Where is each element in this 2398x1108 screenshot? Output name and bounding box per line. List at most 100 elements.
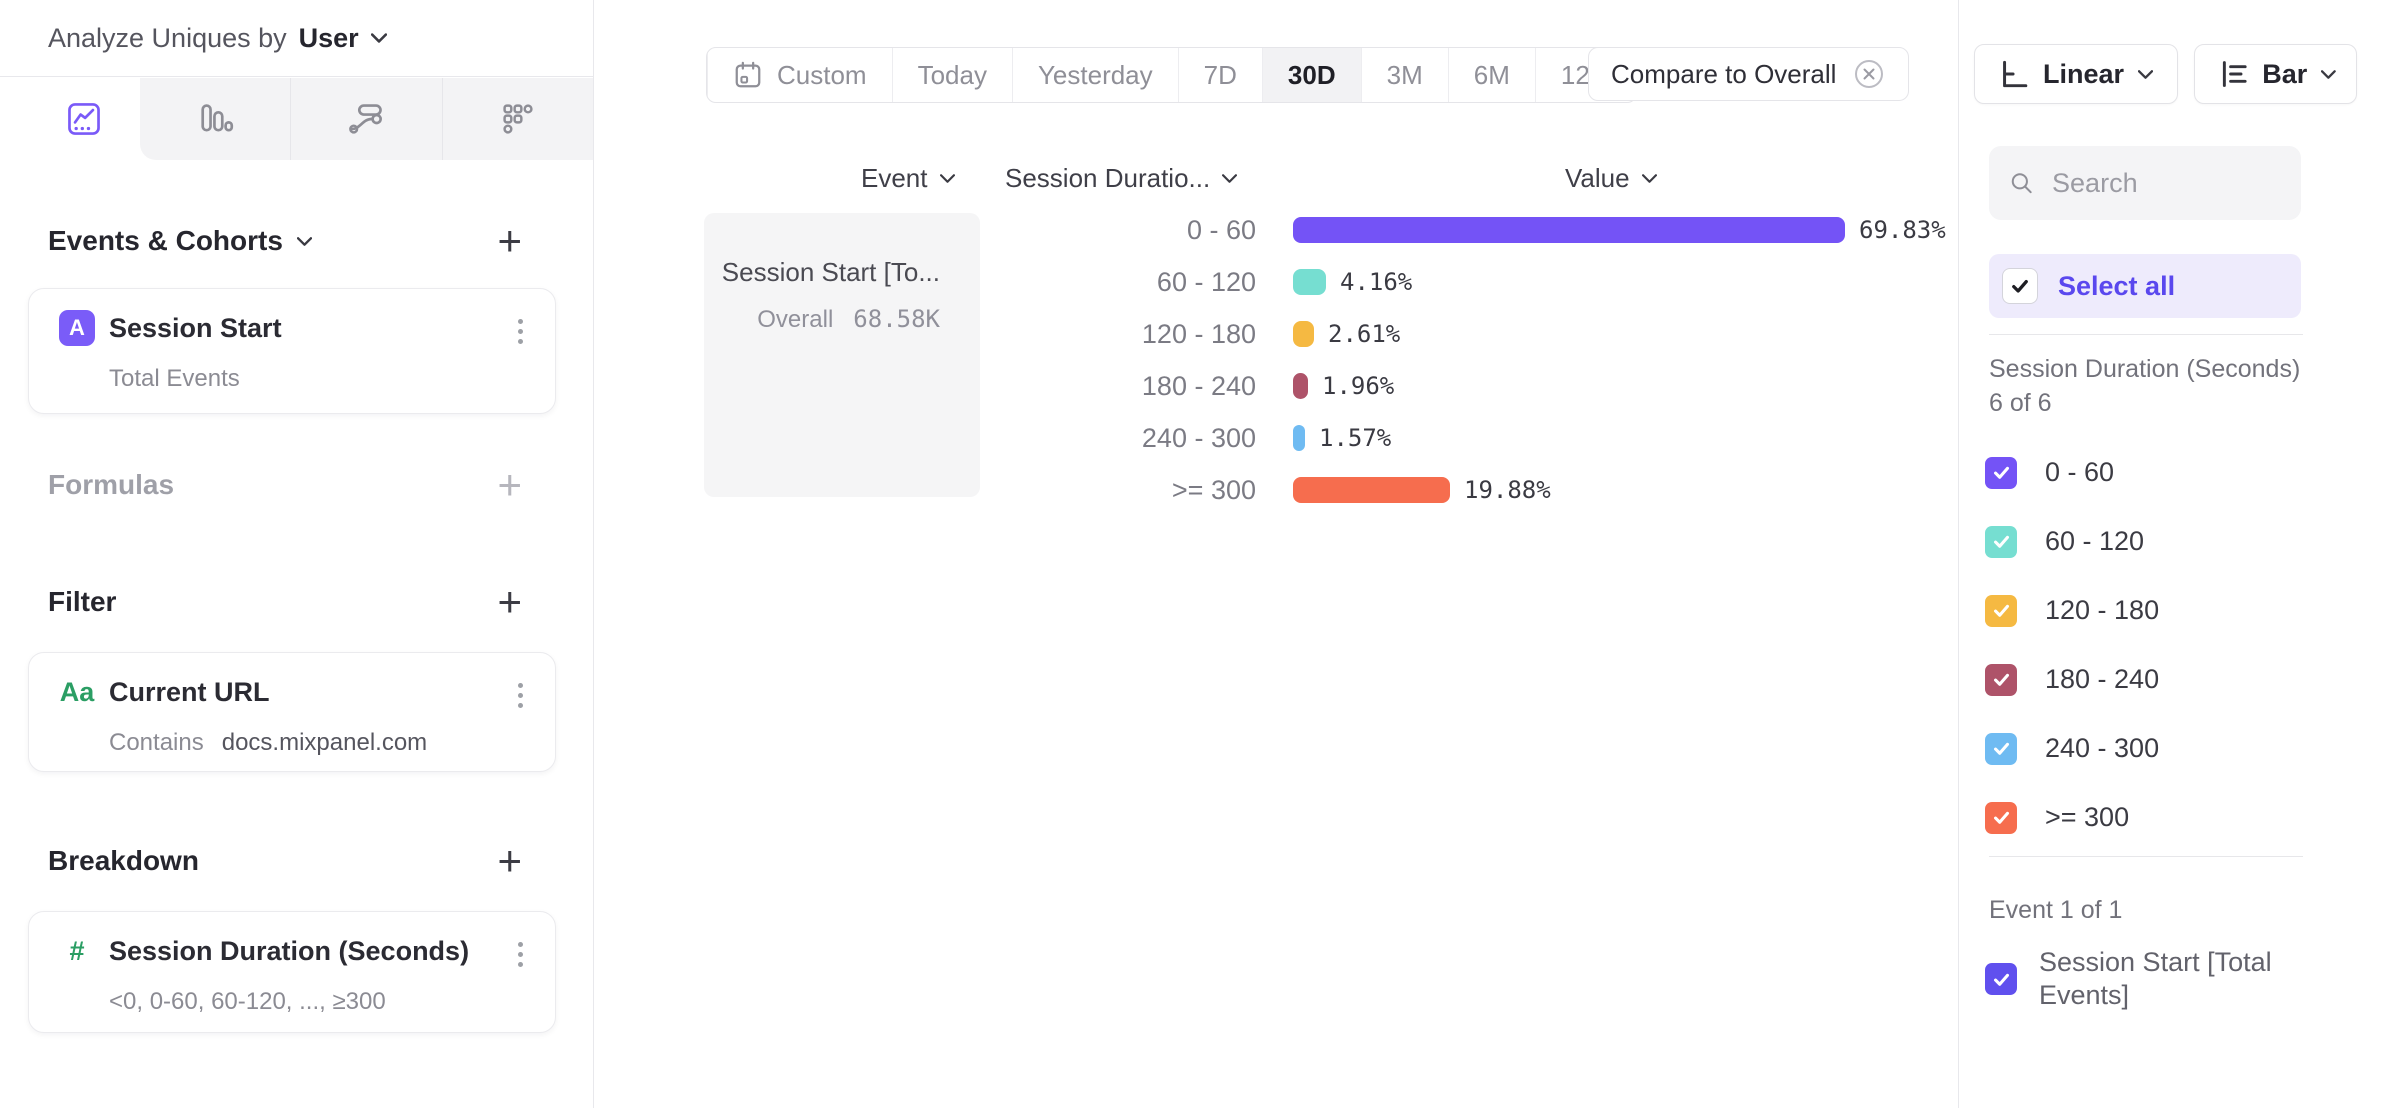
event-checkbox[interactable] [1985,963,2017,995]
series-checkbox[interactable] [1985,732,2017,765]
scale-mode-button[interactable]: Linear [1974,44,2178,104]
bar-category-label: 240 - 300 [1141,422,1256,453]
tab-flows[interactable] [290,78,441,160]
column-header-value[interactable]: Value [1565,160,1657,196]
add-event-button[interactable]: + [497,217,522,264]
chevron-down-icon [2138,69,2154,79]
legend-series-row[interactable]: 240 - 300 [1985,714,2335,783]
bar[interactable] [1293,477,1450,503]
bar-value-label: 4.16% [1340,268,1413,296]
series-checkbox[interactable] [1985,801,2017,834]
select-all-row[interactable]: Select all [1989,254,2301,318]
add-filter-button[interactable]: + [497,578,522,625]
remove-compare-icon[interactable] [1852,57,1886,91]
event-card-subtitle[interactable]: Total Events [109,365,240,392]
series-label: 240 - 300 [2045,733,2160,763]
column-header-breakdown[interactable]: Session Duratio... [1005,160,1238,196]
report-tab-strip [0,78,593,160]
column-header-event[interactable]: Event [861,160,955,196]
select-all-checkbox[interactable] [2002,268,2038,304]
select-all-label: Select all [2058,270,2176,301]
tab-bar-chart[interactable] [140,78,290,160]
formulas-section-header: Formulas + [48,458,526,512]
bar-row: 240 - 300 1.57% [594,412,1958,464]
legend-event-row[interactable]: Session Start [Total Events] [1985,946,2321,1012]
series-checkbox[interactable] [1985,594,2017,627]
chevron-down-icon [370,33,387,43]
tab-insights[interactable] [28,78,140,160]
legend-event-label: Session Start [Total Events] [2039,947,2272,1010]
legend-series-row[interactable]: 180 - 240 [1985,645,2335,714]
series-label: 180 - 240 [2045,664,2160,694]
legend-panel: Linear Bar Select all Session Duration ( [1958,0,2398,1108]
add-breakdown-button[interactable]: + [497,837,522,884]
events-cohorts-title[interactable]: Events & Cohorts [48,225,312,257]
series-checkbox[interactable] [1985,663,2017,696]
series-label: >= 300 [2045,802,2130,832]
date-range-segment[interactable]: Today [891,48,1012,102]
bar-category-label: 0 - 60 [1186,214,1256,245]
date-range-segment[interactable]: Yesterday [1011,48,1178,102]
breakdown-card-title: Session Duration (Seconds) [109,935,470,966]
event-row-cell[interactable]: Session Start [To... Overall 68.58K [704,213,980,497]
date-range-segment[interactable]: 30D [1261,48,1361,102]
search-input[interactable] [2050,166,2281,200]
divider [1989,334,2303,335]
chevron-down-icon [939,173,955,183]
breakdown-title: Breakdown [48,845,199,876]
bar[interactable] [1293,217,1845,243]
kebab-menu-icon[interactable] [514,938,527,971]
date-range-segment[interactable]: 7D [1177,48,1262,102]
overall-value: 68.58K [853,305,940,333]
bar[interactable] [1293,269,1326,295]
event-row-title: Session Start [To... [721,257,940,287]
date-range-segment[interactable]: 3M [1360,48,1448,102]
chevron-down-icon [296,236,312,246]
date-range-segment[interactable]: 6M [1447,48,1535,102]
breakdown-buckets[interactable]: <0, 0-60, 60-120, ..., ≥300 [109,988,386,1015]
event-group-label: Event 1 of 1 [1989,896,2123,924]
kebab-menu-icon[interactable] [514,315,527,348]
filter-card[interactable]: Aa Current URL Contains docs.mixpanel.co… [28,652,556,772]
check-icon [1993,466,2009,479]
date-range-control: Custom Today Yesterday 7D [706,47,1638,103]
series-label: 60 - 120 [2045,526,2145,556]
analyze-uniques-label: Analyze Uniques by [48,22,287,53]
bar-row: 180 - 240 1.96% [594,360,1958,412]
bar-category-label: 60 - 120 [1156,266,1256,297]
series-checkbox[interactable] [1985,525,2017,558]
search-icon [2011,173,2032,194]
breakdown-card[interactable]: # Session Duration (Seconds) <0, 0-60, 6… [28,911,556,1033]
check-icon [1993,973,2009,986]
legend-series-row[interactable]: 60 - 120 [1985,507,2335,576]
calendar-icon [735,61,761,88]
string-property-icon: Aa [59,676,95,707]
filter-value[interactable]: docs.mixpanel.com [221,729,428,756]
chart-area: Custom Today Yesterday 7D [594,0,1958,1108]
bar[interactable] [1293,373,1308,399]
kebab-menu-icon[interactable] [514,679,527,712]
chart-type-button[interactable]: Bar [2194,44,2357,104]
analyze-header: Analyze Uniques by User [0,0,593,77]
bar-value-label: 69.83% [1859,216,1946,244]
legend-series-row[interactable]: 120 - 180 [1985,576,2335,645]
add-formula-button[interactable]: + [497,461,522,508]
bar[interactable] [1293,425,1305,451]
event-card[interactable]: A Session Start Total Events [28,288,556,414]
bar-chart-icon [201,104,234,132]
tab-metrics[interactable] [441,78,593,160]
analyze-by-dropdown[interactable]: User [299,23,387,54]
bar-value-label: 1.96% [1322,372,1395,400]
filter-operator[interactable]: Contains [109,729,204,756]
axis-icon [2003,60,2028,88]
date-range-segment[interactable]: Custom [707,48,892,102]
series-checkbox[interactable] [1985,456,2017,489]
check-icon [1993,673,2009,686]
legend-series-row[interactable]: 0 - 60 [1985,438,2335,507]
compare-to-overall-button[interactable]: Compare to Overall [1588,47,1910,101]
bar[interactable] [1293,321,1314,347]
bar-value-label: 2.61% [1328,320,1401,348]
legend-series-row[interactable]: >= 300 [1985,783,2335,852]
events-cohorts-section-header: Events & Cohorts + [48,214,526,268]
flow-icon [349,104,383,134]
